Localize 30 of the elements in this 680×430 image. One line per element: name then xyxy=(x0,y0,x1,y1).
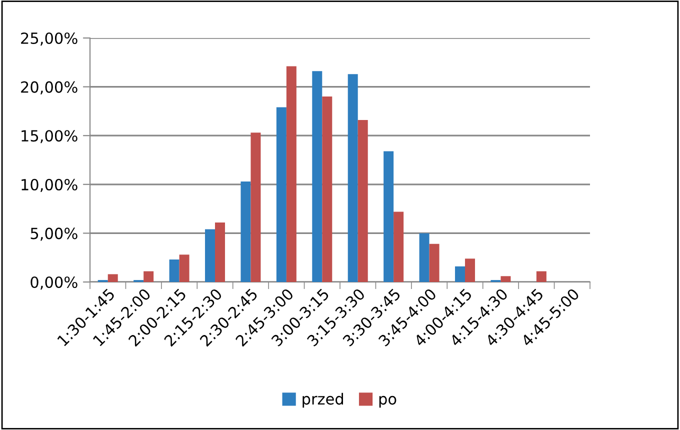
bar xyxy=(144,271,154,282)
bar xyxy=(205,229,215,282)
bar xyxy=(240,181,251,282)
bar xyxy=(429,244,440,282)
bar xyxy=(500,276,511,282)
bar xyxy=(250,132,261,282)
bar xyxy=(322,96,332,282)
bar xyxy=(394,212,404,282)
y-tick-label: 0,00% xyxy=(30,276,78,290)
y-tick-label: 25,00% xyxy=(21,32,78,46)
bar xyxy=(312,71,322,282)
bar xyxy=(276,107,286,282)
bar xyxy=(215,222,225,282)
bar xyxy=(348,74,358,282)
bar xyxy=(358,120,368,282)
bar xyxy=(419,233,430,282)
bar xyxy=(384,151,394,282)
legend-label: przed xyxy=(302,392,343,408)
y-tick-label: 20,00% xyxy=(21,81,78,94)
bar xyxy=(465,258,475,282)
y-tick-label: 10,00% xyxy=(22,178,78,192)
bar xyxy=(108,274,118,282)
bar xyxy=(536,271,546,282)
bar xyxy=(169,260,180,282)
bar xyxy=(455,266,465,282)
bar xyxy=(286,66,296,282)
y-tick-label: 15,00% xyxy=(22,130,78,144)
legend-label: po xyxy=(379,396,396,408)
bar xyxy=(179,254,190,282)
y-tick-label: 5,00% xyxy=(30,228,78,241)
